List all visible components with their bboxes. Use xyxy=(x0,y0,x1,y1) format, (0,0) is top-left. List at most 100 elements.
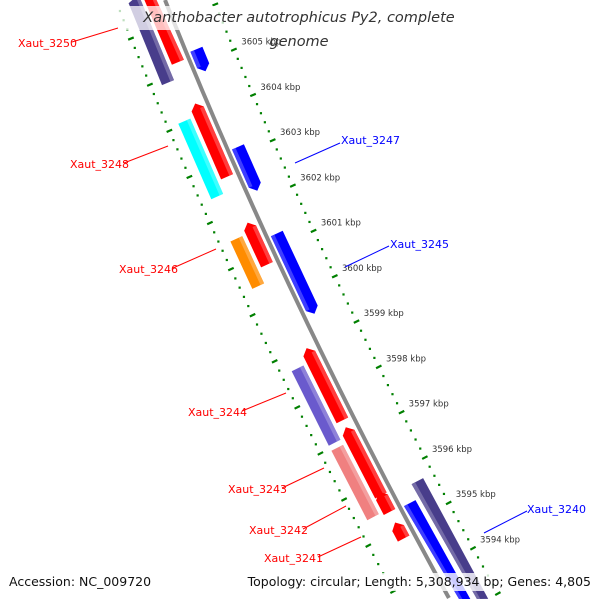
minor-tick xyxy=(229,39,232,42)
minor-tick xyxy=(238,286,241,289)
minor-tick xyxy=(300,415,304,418)
major-tick xyxy=(353,319,360,324)
gene-arrow xyxy=(291,365,341,446)
major-tick xyxy=(212,2,219,7)
gene-highlight xyxy=(339,444,379,516)
gene-label[interactable]: Xaut_3246 xyxy=(119,263,178,276)
minor-tick xyxy=(414,438,417,441)
minor-tick xyxy=(267,130,270,133)
gene-arrow xyxy=(376,491,396,515)
major-tick xyxy=(289,183,297,188)
minor-tick xyxy=(346,302,349,305)
minor-tick xyxy=(244,75,247,79)
minor-tick xyxy=(314,443,317,446)
gene-arrow xyxy=(342,427,387,499)
minor-tick xyxy=(386,384,390,387)
minor-tick xyxy=(225,30,228,33)
minor-tick xyxy=(382,374,385,378)
minor-tick xyxy=(442,492,446,496)
minor-tick xyxy=(395,402,399,405)
minor-tick xyxy=(304,211,307,214)
minor-tick xyxy=(338,284,341,287)
gene-arrow xyxy=(303,348,349,424)
minor-tick xyxy=(452,510,455,514)
tick-label: 3595 kbp xyxy=(456,490,496,500)
minor-tick xyxy=(300,202,303,205)
minor-tick xyxy=(275,148,278,151)
gene-label[interactable]: Xaut_3240 xyxy=(527,503,586,516)
gene-label[interactable]: Xaut_3241 xyxy=(264,552,323,565)
minor-tick xyxy=(242,295,246,298)
gene-features xyxy=(128,0,489,599)
major-tick xyxy=(206,220,214,226)
minor-tick xyxy=(428,465,431,468)
minor-tick xyxy=(357,526,360,529)
minor-tick xyxy=(200,203,203,206)
label-leader-line xyxy=(71,27,119,43)
gene-arrow xyxy=(190,46,210,72)
minor-tick xyxy=(391,393,394,396)
minor-tick xyxy=(221,249,224,252)
gene-arrow xyxy=(270,230,318,314)
label-leader-line xyxy=(483,510,528,534)
minor-tick xyxy=(305,424,308,427)
minor-tick xyxy=(279,157,282,160)
tick-label: 3597 kbp xyxy=(409,400,449,410)
minor-tick xyxy=(213,231,216,234)
minor-tick xyxy=(405,420,408,423)
gene-arrow xyxy=(411,478,489,599)
gene-label[interactable]: Xaut_3245 xyxy=(390,238,449,251)
minor-tick xyxy=(255,323,259,326)
minor-tick xyxy=(364,338,367,341)
minor-tick xyxy=(264,341,267,345)
minor-tick xyxy=(476,556,480,559)
minor-tick xyxy=(278,369,281,372)
label-leader-line xyxy=(241,392,287,412)
gene-arrow xyxy=(244,222,273,268)
tick-label: 3603 kbp xyxy=(280,128,320,138)
minor-tick xyxy=(462,529,465,532)
minor-tick xyxy=(156,102,159,105)
minor-tick xyxy=(342,293,345,296)
minor-tick xyxy=(192,185,195,188)
tick-label: 3596 kbp xyxy=(432,445,472,455)
gene-label[interactable]: Xaut_3247 xyxy=(341,134,400,147)
minor-tick xyxy=(282,378,285,381)
gene-labels: Xaut_3250 Xaut_3248 Xaut_3246 Xaut_3244 … xyxy=(18,27,586,565)
major-tick xyxy=(494,591,502,597)
minor-tick xyxy=(176,148,179,151)
gene-highlight xyxy=(311,350,349,420)
major-tick xyxy=(421,455,429,460)
minor-tick xyxy=(457,520,460,523)
gene-highlight xyxy=(384,494,396,511)
backbone xyxy=(163,0,451,599)
gene-label[interactable]: Xaut_3242 xyxy=(249,524,308,537)
minor-tick xyxy=(308,220,311,224)
gene-label[interactable]: Xaut_3248 xyxy=(70,158,129,171)
major-tick xyxy=(445,500,452,506)
minor-tick xyxy=(145,74,148,77)
minor-tick xyxy=(133,46,136,50)
minor-tick xyxy=(409,429,413,432)
gene-label[interactable]: Xaut_3244 xyxy=(188,406,247,419)
gene-label[interactable]: Xaut_3243 xyxy=(228,483,287,496)
tick-label: 3602 kbp xyxy=(300,173,340,183)
major-tick xyxy=(269,138,276,143)
minor-tick xyxy=(259,112,263,115)
gene-arrow xyxy=(191,103,233,180)
label-leader-line xyxy=(344,245,390,268)
major-tick xyxy=(166,128,173,133)
major-tick xyxy=(398,409,405,415)
minor-tick xyxy=(247,304,250,308)
minor-tick xyxy=(283,166,286,169)
minor-tick xyxy=(372,553,375,556)
gene-highlight xyxy=(350,429,387,495)
major-tick xyxy=(249,92,257,98)
minor-tick xyxy=(269,351,272,354)
minor-tick xyxy=(316,238,319,242)
minor-tick xyxy=(248,84,251,88)
gene-label[interactable]: Xaut_3250 xyxy=(18,37,77,50)
minor-tick xyxy=(362,535,365,538)
